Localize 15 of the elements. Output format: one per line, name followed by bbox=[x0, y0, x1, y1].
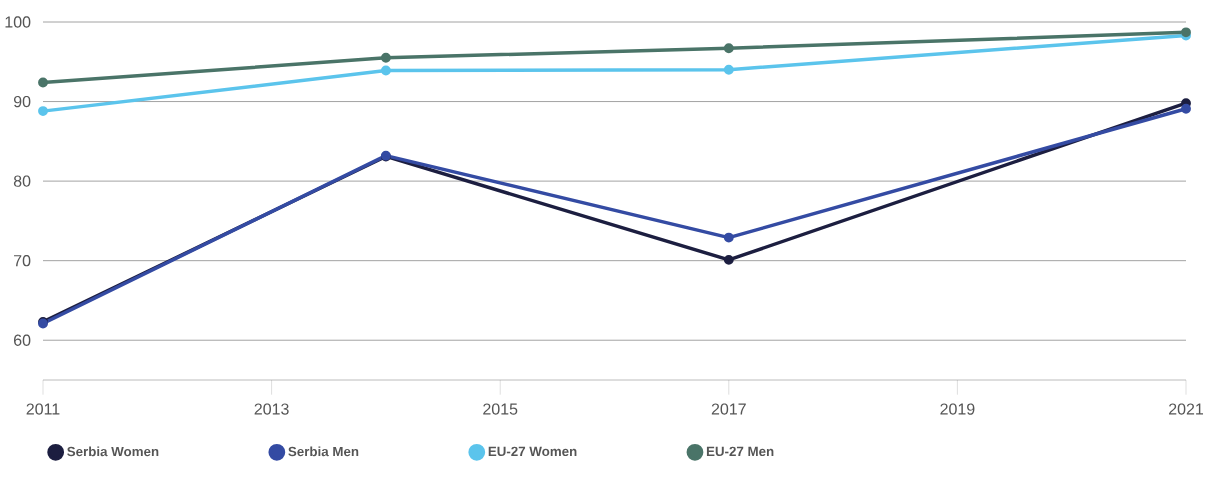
y-tick-label: 90 bbox=[13, 95, 31, 108]
y-tick-label: 100 bbox=[5, 16, 31, 28]
x-tick-label: 2021 bbox=[1169, 403, 1204, 415]
legend-label: EU-27 Men bbox=[706, 446, 774, 457]
x-tick-label: 2019 bbox=[940, 403, 975, 415]
legend-label: Serbia Women bbox=[67, 446, 159, 457]
x-tick-label: 2015 bbox=[483, 403, 518, 415]
y-tick-label: 60 bbox=[14, 334, 31, 346]
legend-label: EU-27 Women bbox=[488, 446, 577, 457]
legend-label: Serbia Men bbox=[288, 446, 359, 457]
x-tick-label: 2013 bbox=[254, 403, 289, 415]
x-tick-label: 2011 bbox=[26, 403, 60, 415]
x-tick-label: 2017 bbox=[711, 403, 746, 415]
y-tick-label: 80 bbox=[13, 175, 31, 187]
y-tick-label: 70 bbox=[14, 255, 31, 267]
